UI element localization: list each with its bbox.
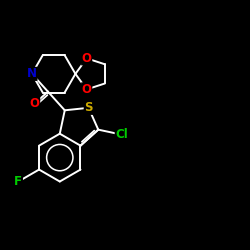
Text: O: O <box>30 97 40 110</box>
Text: S: S <box>84 101 93 114</box>
Text: F: F <box>14 175 22 188</box>
Text: Cl: Cl <box>115 128 128 141</box>
Text: N: N <box>27 67 37 80</box>
Text: O: O <box>82 83 92 96</box>
Text: O: O <box>82 52 92 65</box>
